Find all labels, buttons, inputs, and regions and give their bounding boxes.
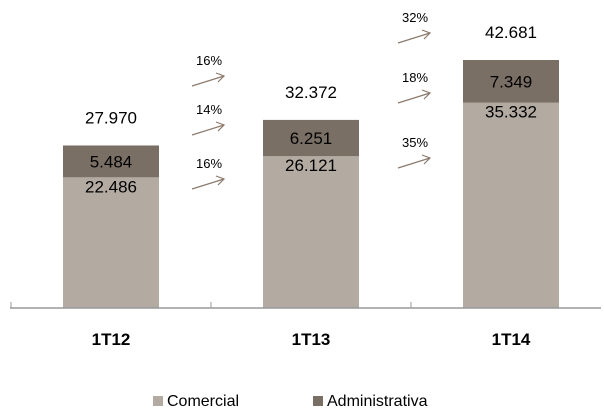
growth-administrativa-1t12-1t13-label: 14% bbox=[196, 102, 222, 117]
bar-administrativa-1t13 bbox=[263, 119, 359, 157]
growth-total-1t12-1t13-arrowhead bbox=[215, 72, 226, 83]
growth-administrativa-1t13-1t14-arrowhead bbox=[421, 89, 432, 100]
legend: Comercial Administrativa bbox=[153, 393, 428, 408]
legend-label-administrativa: Administrativa bbox=[327, 393, 428, 408]
growth-comercial-1t12-1t13-label: 16% bbox=[196, 156, 222, 171]
growth-comercial-1t13-1t14-label: 35% bbox=[402, 135, 428, 150]
growth-administrativa-1t13-1t14-arrow bbox=[397, 92, 431, 104]
growth-total-1t13-1t14-label: 32% bbox=[402, 10, 428, 25]
legend-label-comercial: Comercial bbox=[167, 393, 239, 408]
total-label-1t13: 32.372 bbox=[285, 83, 337, 102]
growth-total-1t13-1t14-arrowhead bbox=[421, 29, 432, 40]
x-tick-label-1t12: 1T12 bbox=[92, 330, 131, 349]
growth-total-1t12-1t13-arrow bbox=[191, 75, 225, 87]
growth-comercial-1t12-1t13-arrowhead bbox=[215, 175, 226, 186]
data-label-comercial-1t12: 22.486 bbox=[85, 177, 137, 196]
bar-administrativa-1t12 bbox=[63, 145, 159, 178]
legend-swatch-comercial bbox=[153, 396, 163, 406]
growth-administrativa-1t12-1t13-arrow bbox=[191, 124, 225, 136]
total-label-1t12: 27.970 bbox=[85, 108, 137, 127]
data-label-administrativa-1t13: 6.251 bbox=[290, 129, 333, 148]
data-label-comercial-1t14: 35.332 bbox=[485, 103, 537, 122]
growth-administrativa-1t13-1t14-label: 18% bbox=[402, 70, 428, 85]
bars-group bbox=[63, 60, 559, 308]
x-tick-label-1t14: 1T14 bbox=[492, 330, 531, 349]
growth-administrativa-1t12-1t13-arrowhead bbox=[215, 121, 226, 132]
data-label-administrativa-1t12: 5.484 bbox=[90, 152, 133, 171]
growth-total-1t13-1t14-arrow bbox=[397, 32, 431, 44]
x-axis bbox=[10, 302, 601, 309]
growth-comercial-1t13-1t14-arrow bbox=[397, 157, 431, 169]
growth-comercial-1t13-1t14-arrowhead bbox=[421, 154, 432, 165]
bar-administrativa-1t14 bbox=[463, 60, 559, 103]
data-label-comercial-1t13: 26.121 bbox=[285, 156, 337, 175]
labels-group: 5.484 22.486 27.970 1T12 6.251 26.121 32.372 1T… bbox=[85, 23, 537, 349]
growth-comercial-1t12-1t13-arrow bbox=[191, 178, 225, 190]
data-label-administrativa-1t14: 7.349 bbox=[490, 72, 533, 91]
bar-comercial-1t14 bbox=[463, 102, 559, 308]
growth-total-1t12-1t13-label: 16% bbox=[196, 53, 222, 68]
total-label-1t14: 42.681 bbox=[485, 23, 537, 42]
legend-swatch-administrativa bbox=[313, 396, 323, 406]
bar-comercial-1t12 bbox=[63, 177, 159, 308]
bar-comercial-1t13 bbox=[263, 156, 359, 308]
growth-arrows-group: 16% 14% 16% 32% 18% 35% bbox=[191, 10, 432, 190]
x-tick-label-1t13: 1T13 bbox=[292, 330, 331, 349]
